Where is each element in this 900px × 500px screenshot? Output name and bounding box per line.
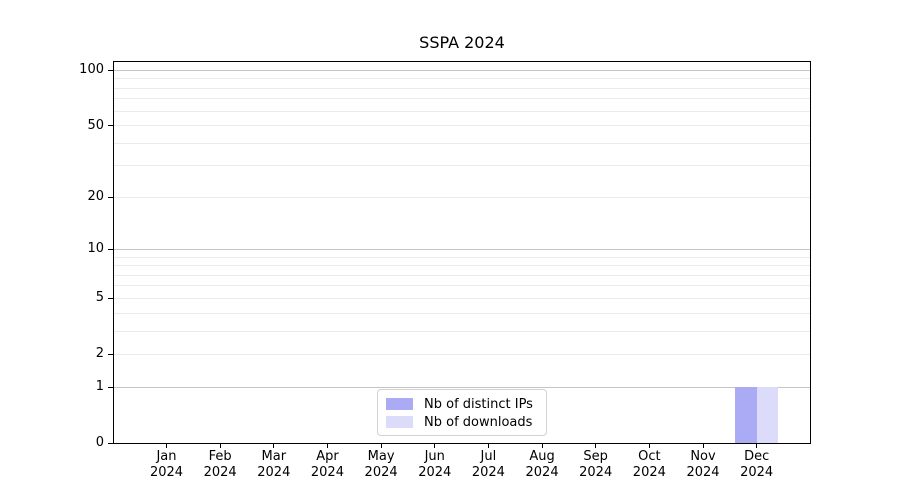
x-tick-label-nov: Nov 2024	[673, 449, 733, 481]
x-tick-mark	[648, 444, 650, 448]
y-tick-mark	[108, 196, 113, 198]
legend-item-downloads: Nb of downloads	[386, 414, 538, 430]
x-tick-month: Jun	[424, 449, 445, 464]
x-tick-year: 2024	[310, 465, 344, 480]
x-tick-month: May	[367, 449, 395, 464]
gridline-minor	[114, 78, 810, 80]
y-tick-label: 10	[87, 241, 104, 257]
y-tick-mark	[108, 69, 113, 71]
gridline-minor	[114, 87, 810, 89]
x-tick-year: 2024	[686, 465, 720, 480]
gridline-major	[114, 248, 810, 250]
gridline-major	[114, 69, 810, 71]
legend-label-distinct-ips: Nb of distinct IPs	[424, 396, 533, 412]
x-tick-year: 2024	[203, 465, 237, 480]
x-tick-mark	[219, 444, 221, 448]
x-tick-label-oct: Oct 2024	[619, 449, 679, 481]
x-tick-month: Apr	[316, 449, 339, 464]
x-tick-label-may: May 2024	[351, 449, 411, 481]
x-tick-label-dec: Dec 2024	[727, 449, 787, 481]
y-tick-mark	[108, 353, 113, 355]
x-tick-year: 2024	[418, 465, 452, 480]
gridline-minor	[114, 98, 810, 100]
x-tick-month: Mar	[261, 449, 287, 464]
y-tick-mark	[108, 386, 113, 388]
gridline-major	[114, 386, 810, 388]
bar-nb-of-downloads-dec	[756, 387, 779, 443]
x-tick-month: Nov	[690, 449, 716, 464]
x-tick-label-apr: Apr 2024	[297, 449, 357, 481]
x-tick-year: 2024	[364, 465, 398, 480]
y-tick-label: 20	[87, 189, 104, 205]
y-tick-mark	[108, 442, 113, 444]
x-tick-mark	[380, 444, 382, 448]
x-tick-year: 2024	[471, 465, 505, 480]
x-tick-month: Dec	[744, 449, 770, 464]
gridline-minor	[114, 265, 810, 267]
gridline-minor	[114, 110, 810, 112]
x-tick-month: Sep	[583, 449, 608, 464]
x-tick-mark	[434, 444, 436, 448]
x-tick-label-mar: Mar 2024	[244, 449, 304, 481]
plot-area: Nb of distinct IPs Nb of downloads	[113, 61, 811, 444]
gridline-minor	[114, 274, 810, 276]
gridline-minor	[114, 312, 810, 314]
x-tick-month: Aug	[529, 449, 555, 464]
y-tick-label: 0	[95, 435, 104, 450]
bar-nb-of-distinct-ips-dec	[735, 387, 757, 443]
gridline-minor	[114, 165, 810, 167]
y-tick-label: 2	[95, 346, 104, 362]
x-tick-year: 2024	[525, 465, 559, 480]
x-tick-month: Jan	[156, 449, 177, 464]
x-tick-month: Jul	[480, 449, 497, 464]
gridline-minor	[114, 256, 810, 258]
legend-swatch-distinct-ips-icon	[386, 398, 413, 410]
x-tick-year: 2024	[632, 465, 666, 480]
x-tick-label-jul: Jul 2024	[458, 449, 518, 481]
x-tick-label-aug: Aug 2024	[512, 449, 572, 481]
gridline-minor	[114, 196, 810, 198]
x-tick-year: 2024	[257, 465, 291, 480]
legend-item-distinct-ips: Nb of distinct IPs	[386, 396, 538, 412]
y-tick-mark	[108, 297, 113, 299]
chart-title: SSPA 2024	[419, 33, 505, 52]
x-tick-mark	[541, 444, 543, 448]
bars-layer	[114, 62, 810, 443]
x-tick-year: 2024	[149, 465, 184, 480]
x-tick-month: Oct	[638, 449, 661, 464]
x-tick-mark	[756, 444, 758, 448]
x-tick-label-jan: Jan 2024	[137, 449, 197, 481]
x-tick-month: Feb	[208, 449, 232, 464]
gridline-minor	[114, 125, 810, 127]
gridline-minor	[114, 142, 810, 144]
x-tick-label-jun: Jun 2024	[405, 449, 465, 481]
y-tick-mark	[108, 125, 113, 127]
gridline-minor	[114, 285, 810, 287]
x-tick-year: 2024	[740, 465, 774, 480]
y-tick-mark	[108, 248, 113, 250]
x-tick-year: 2024	[579, 465, 613, 480]
y-tick-label: 1	[95, 379, 104, 395]
x-tick-mark	[166, 444, 167, 448]
gridline-minor	[114, 330, 810, 332]
x-tick-label-sep: Sep 2024	[566, 449, 626, 481]
legend-swatch-downloads-icon	[386, 416, 413, 428]
y-tick-label: 5	[95, 290, 104, 306]
x-tick-label-feb: Feb 2024	[190, 449, 250, 481]
x-tick-mark	[487, 444, 489, 448]
y-tick-label: 50	[87, 117, 104, 133]
legend: Nb of distinct IPs Nb of downloads	[377, 389, 547, 436]
x-tick-mark	[326, 444, 328, 448]
gridline-minor	[114, 353, 810, 355]
gridline-minor	[114, 297, 810, 299]
grid-layer	[114, 62, 810, 443]
legend-label-downloads: Nb of downloads	[424, 414, 533, 430]
x-tick-mark	[702, 444, 704, 448]
x-tick-mark	[273, 444, 275, 448]
x-tick-mark	[595, 444, 597, 448]
y-tick-label: 100	[79, 62, 104, 78]
